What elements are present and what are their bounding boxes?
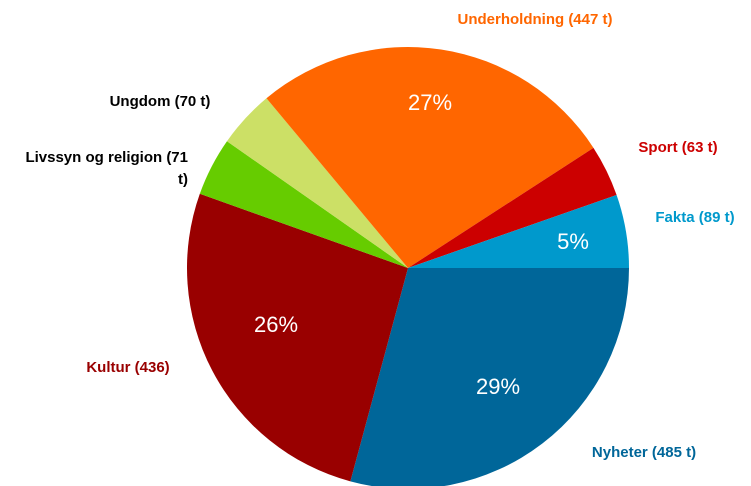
percent-label: 27%	[408, 90, 452, 115]
slice-label: Fakta (89 t)	[655, 209, 735, 226]
percent-label: 5%	[557, 229, 589, 254]
percent-label: 29%	[476, 374, 520, 399]
slice	[226, 98, 408, 268]
slice-label: Nyheter (485 t)	[591, 444, 697, 461]
slice-label: Ungdom (70 t)	[109, 93, 211, 110]
slice-label: Sport (63 t)	[638, 139, 718, 156]
slice	[199, 141, 408, 268]
slice	[408, 147, 617, 268]
slice	[187, 193, 408, 482]
percent-label: 26%	[254, 312, 298, 337]
slice	[266, 47, 594, 269]
slice	[408, 194, 629, 268]
slice-label: Kultur (436)	[86, 359, 170, 376]
slice-label: Livssyn og religion (71 t)	[25, 149, 188, 188]
slice	[350, 268, 629, 486]
slice-label: Underholdning (447 t)	[457, 11, 613, 28]
